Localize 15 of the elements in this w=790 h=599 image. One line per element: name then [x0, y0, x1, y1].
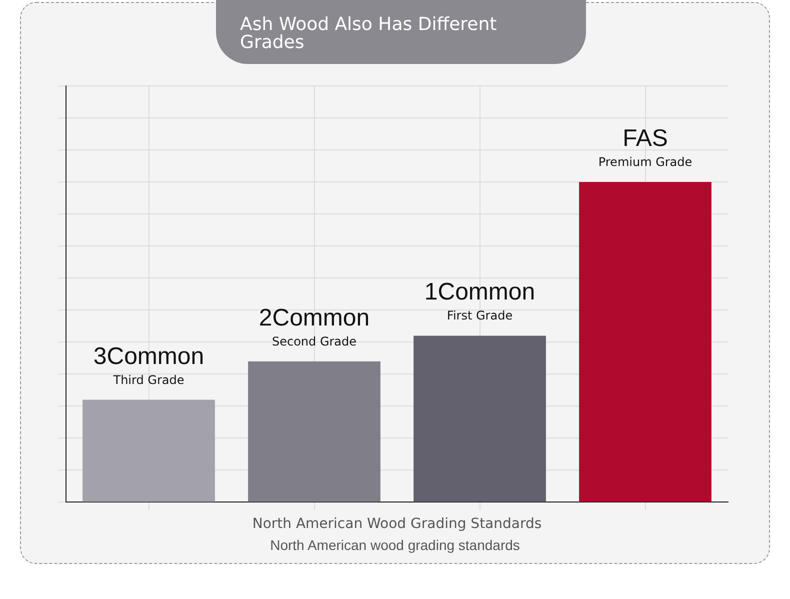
- x-tick-label: 2Common: [258, 304, 370, 332]
- bar: [248, 361, 380, 502]
- bar: [82, 400, 215, 502]
- x-tick-label: 3Common: [93, 342, 204, 370]
- text: Premium Grade: [598, 155, 692, 170]
- bar: [579, 182, 712, 502]
- x-tick-label: 1Common: [424, 278, 536, 306]
- x-tick-label: FAS: [622, 125, 668, 152]
- bar: [414, 336, 546, 502]
- text: North American wood grading standards: [270, 537, 520, 553]
- annotation: Second Grade: [272, 334, 357, 348]
- annotation: Third Grade: [112, 372, 184, 387]
- chart-title: Ash Wood Also Has Different Grades: [240, 14, 498, 53]
- annotation: First Grade: [446, 308, 513, 323]
- x-axis-title: North American Wood Grading Standards: [252, 516, 542, 532]
